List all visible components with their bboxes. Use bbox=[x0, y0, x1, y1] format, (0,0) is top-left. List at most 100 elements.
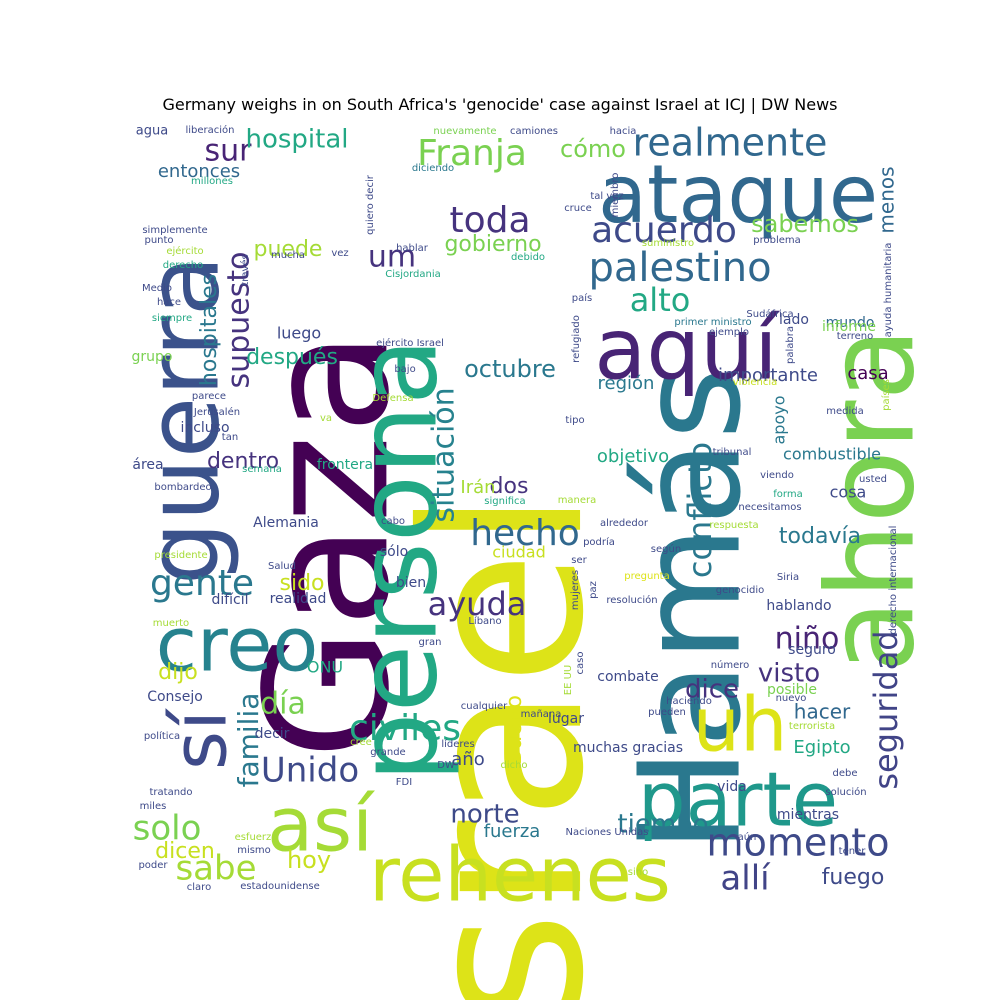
word-dijo: dijo bbox=[158, 660, 198, 685]
word-ee-uu: EE UU bbox=[563, 665, 574, 695]
word-violencia: violencia bbox=[733, 377, 778, 388]
word-supuesto: supuesto bbox=[222, 252, 257, 389]
word-segun: según bbox=[651, 543, 681, 555]
word-cabo: cabo bbox=[381, 516, 405, 527]
word-ataque: ataque bbox=[598, 148, 878, 241]
word-paises: países bbox=[880, 379, 892, 411]
word-terrorista: terrorista bbox=[789, 721, 835, 732]
word-cruce: cruce bbox=[564, 203, 592, 214]
word-alemania: Alemania bbox=[253, 515, 319, 531]
word-muchas-gracias: muchas gracias bbox=[573, 740, 683, 756]
word-grupo: grupo bbox=[132, 349, 173, 365]
word-resolucion: resolución bbox=[606, 594, 657, 606]
word-quiero-decir: quiero decir bbox=[365, 174, 376, 235]
word-aun: aún bbox=[738, 831, 757, 843]
word-hospitales: hospitales bbox=[197, 274, 222, 386]
word-tan: tan bbox=[222, 432, 238, 443]
word-problema: problema bbox=[753, 235, 801, 246]
word-refugiado: refugiado bbox=[571, 315, 582, 363]
word-fuego: fuego bbox=[822, 865, 885, 890]
word-solo: sólo bbox=[380, 544, 408, 560]
word-toda: toda bbox=[449, 200, 530, 241]
word-luego: luego bbox=[277, 324, 321, 343]
word-haciendo: haciendo bbox=[666, 696, 712, 707]
word-hamas: Hamás bbox=[610, 367, 773, 853]
word-octubre: octubre bbox=[464, 355, 556, 383]
word-frontera: frontera bbox=[317, 457, 373, 473]
word-hospital: hospital bbox=[245, 125, 348, 155]
word-fuerza: fuerza bbox=[484, 821, 541, 842]
word-vez: vez bbox=[331, 248, 348, 259]
word-millones: millones bbox=[191, 176, 233, 187]
word-ser: ser bbox=[571, 555, 587, 566]
word-pregunta: pregunta bbox=[624, 571, 669, 582]
word-suministro: suministro bbox=[642, 238, 694, 249]
word-bajo: bajo bbox=[394, 364, 415, 375]
word-acuerdo: acuerdo bbox=[591, 210, 737, 251]
word-franja: Franja bbox=[417, 133, 527, 174]
word-medio: Medio bbox=[142, 283, 172, 294]
word-hace: hace bbox=[157, 297, 181, 308]
word-region: región bbox=[598, 373, 655, 394]
word-seguridad: seguridad bbox=[867, 630, 905, 789]
word-cualquier: cualquier bbox=[461, 701, 508, 712]
word-situacion: situación bbox=[427, 387, 462, 522]
word-viendo: viendo bbox=[760, 470, 794, 481]
word-significa: significa bbox=[484, 496, 525, 507]
word-parte: parte bbox=[638, 756, 838, 844]
word-incluso: incluso bbox=[180, 420, 229, 436]
word-solo: solo bbox=[133, 809, 202, 849]
word-momento: momento bbox=[707, 821, 890, 865]
word-camiones: camiones bbox=[510, 126, 558, 137]
word-esfuerzo: esfuerzo bbox=[235, 832, 278, 843]
word-respuesta: respuesta bbox=[709, 520, 758, 531]
word-alrededor: alrededor bbox=[600, 518, 649, 529]
word-um: um bbox=[368, 240, 416, 275]
word-ayuda-humanitaria: ayuda humanitaria bbox=[883, 243, 894, 338]
word-gran: gran bbox=[419, 637, 442, 648]
word-politica: política bbox=[144, 730, 180, 742]
word-forma: forma bbox=[773, 489, 802, 500]
word-ayuda: ayuda bbox=[428, 585, 527, 623]
word-despues: después bbox=[246, 345, 338, 370]
word-realidad: realidad bbox=[270, 591, 327, 607]
word-entonces: entonces bbox=[158, 161, 240, 182]
word-posible: posible bbox=[767, 682, 817, 698]
word-nuevo: nuevo bbox=[776, 693, 807, 704]
word-agua: agua bbox=[136, 124, 168, 139]
word-decir: decir bbox=[255, 726, 290, 742]
word-palabra: palabra bbox=[785, 326, 796, 364]
word-egipto: Egipto bbox=[793, 737, 850, 758]
word-grande: grande bbox=[370, 747, 405, 758]
word-sur: sur bbox=[205, 134, 253, 169]
word-aqui: aquí bbox=[594, 300, 780, 399]
word-hacia: hacia bbox=[610, 126, 637, 137]
word-casa: casa bbox=[847, 363, 888, 384]
word-si: sí bbox=[156, 708, 244, 770]
word-hacer: hacer bbox=[794, 700, 851, 724]
word-mujeres: mujeres bbox=[570, 570, 581, 610]
word-fdi: FDI bbox=[396, 777, 412, 788]
word-asi: así bbox=[267, 781, 375, 869]
word-sino: sino bbox=[628, 867, 648, 878]
word-derecho-internacional: derecho internacional bbox=[888, 526, 899, 635]
word-claro: claro bbox=[187, 882, 211, 893]
word-tratando: tratando bbox=[149, 787, 192, 798]
word-poder: poder bbox=[138, 860, 168, 871]
word-sudafrica: Sudáfrica bbox=[746, 308, 793, 320]
word-informe: informe bbox=[822, 319, 876, 335]
word-norte: norte bbox=[450, 800, 519, 830]
word-alli: allí bbox=[720, 859, 771, 899]
word-siria: Siria bbox=[777, 572, 799, 583]
word-lideres: líderes bbox=[441, 738, 474, 750]
word-bueno: Bueno bbox=[502, 695, 527, 765]
word-genocidio: genocidio bbox=[716, 585, 764, 596]
word-combate: combate bbox=[597, 669, 658, 685]
word-menos: menos bbox=[875, 166, 899, 233]
word-bien: bien bbox=[396, 575, 426, 591]
word-onu: ONU bbox=[307, 658, 343, 677]
word-debido: debido bbox=[511, 252, 545, 263]
word-alto: alto bbox=[630, 281, 691, 319]
word-lado: lado bbox=[779, 312, 809, 328]
